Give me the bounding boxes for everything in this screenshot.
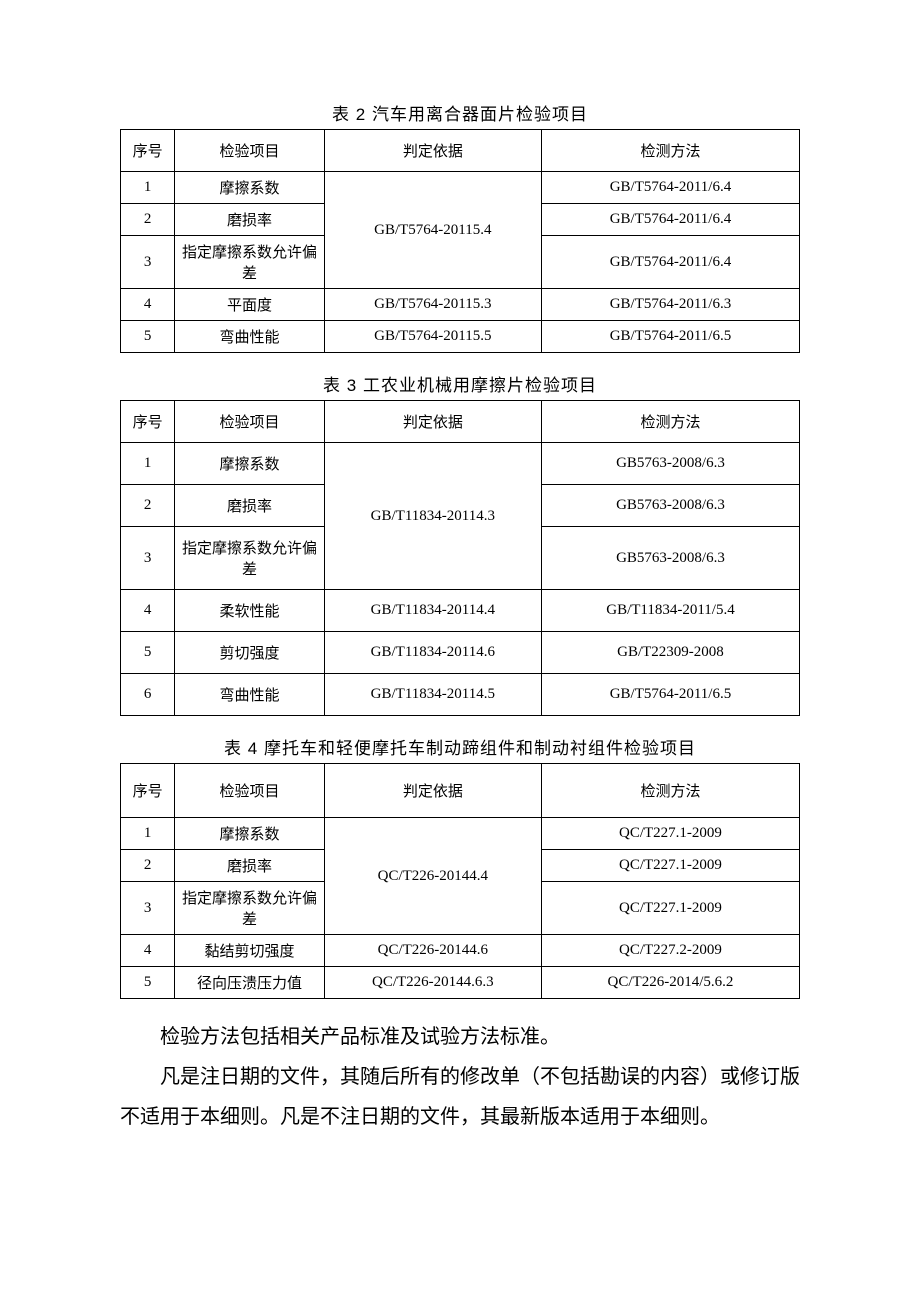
table3: 序号 检验项目 判定依据 检测方法 1 摩擦系数 GB/T11834-20114…: [120, 400, 800, 716]
cell-proj: 指定摩擦系数允许偏差: [175, 882, 324, 935]
cell-crit: GB/T11834-20114.4: [324, 590, 541, 632]
cell-idx: 4: [121, 590, 175, 632]
cell-method: QC/T227.2-2009: [541, 935, 799, 967]
cell-idx: 5: [121, 632, 175, 674]
cell-idx: 2: [121, 485, 175, 527]
cell-crit: QC/T226-20144.6: [324, 935, 541, 967]
table-row: 1 摩擦系数 QC/T226-20144.4 QC/T227.1-2009: [121, 818, 800, 850]
cell-method: GB/T5764-2011/6.3: [541, 289, 799, 321]
cell-idx: 4: [121, 289, 175, 321]
cell-proj: 磨损率: [175, 204, 324, 236]
cell-method: GB/T5764-2011/6.4: [541, 204, 799, 236]
cell-method: QC/T227.1-2009: [541, 850, 799, 882]
cell-idx: 5: [121, 967, 175, 999]
cell-proj: 弯曲性能: [175, 674, 324, 716]
cell-crit: QC/T226-20144.6.3: [324, 967, 541, 999]
cell-crit: GB/T5764-20115.3: [324, 289, 541, 321]
th-idx: 序号: [121, 764, 175, 818]
table4-block: 表 4 摩托车和轻便摩托车制动蹄组件和制动衬组件检验项目 序号 检验项目 判定依…: [120, 734, 800, 999]
table4: 序号 检验项目 判定依据 检测方法 1 摩擦系数 QC/T226-20144.4…: [120, 763, 800, 999]
cell-proj: 摩擦系数: [175, 172, 324, 204]
table2-header-row: 序号 检验项目 判定依据 检测方法: [121, 130, 800, 172]
th-method: 检测方法: [541, 764, 799, 818]
cell-idx: 4: [121, 935, 175, 967]
cell-method: GB5763-2008/6.3: [541, 527, 799, 590]
table-row: 6 弯曲性能 GB/T11834-20114.5 GB/T5764-2011/6…: [121, 674, 800, 716]
th-crit: 判定依据: [324, 764, 541, 818]
table-row: 5 弯曲性能 GB/T5764-20115.5 GB/T5764-2011/6.…: [121, 321, 800, 353]
cell-method: GB/T5764-2011/6.4: [541, 236, 799, 289]
table3-header-row: 序号 检验项目 判定依据 检测方法: [121, 401, 800, 443]
th-method: 检测方法: [541, 401, 799, 443]
cell-proj: 黏结剪切强度: [175, 935, 324, 967]
th-crit: 判定依据: [324, 401, 541, 443]
cell-idx: 1: [121, 172, 175, 204]
table-row: 1 摩擦系数 GB/T5764-20115.4 GB/T5764-2011/6.…: [121, 172, 800, 204]
th-proj: 检验项目: [175, 130, 324, 172]
cell-method: GB/T22309-2008: [541, 632, 799, 674]
cell-idx: 2: [121, 204, 175, 236]
cell-idx: 6: [121, 674, 175, 716]
cell-method: GB5763-2008/6.3: [541, 443, 799, 485]
table2-caption: 表 2 汽车用离合器面片检验项目: [120, 100, 800, 125]
cell-proj: 指定摩擦系数允许偏差: [175, 527, 324, 590]
cell-idx: 2: [121, 850, 175, 882]
cell-crit: GB/T5764-20115.5: [324, 321, 541, 353]
cell-method: QC/T226-2014/5.6.2: [541, 967, 799, 999]
cell-proj: 弯曲性能: [175, 321, 324, 353]
th-method: 检测方法: [541, 130, 799, 172]
cell-idx: 1: [121, 443, 175, 485]
table2-block: 表 2 汽车用离合器面片检验项目 序号 检验项目 判定依据 检测方法 1 摩擦系…: [120, 100, 800, 353]
table-row: 4 柔软性能 GB/T11834-20114.4 GB/T11834-2011/…: [121, 590, 800, 632]
cell-method: GB/T5764-2011/6.4: [541, 172, 799, 204]
th-proj: 检验项目: [175, 401, 324, 443]
cell-crit: GB/T11834-20114.6: [324, 632, 541, 674]
cell-proj: 柔软性能: [175, 590, 324, 632]
cell-proj: 剪切强度: [175, 632, 324, 674]
th-proj: 检验项目: [175, 764, 324, 818]
cell-proj: 磨损率: [175, 485, 324, 527]
th-idx: 序号: [121, 130, 175, 172]
th-crit: 判定依据: [324, 130, 541, 172]
cell-idx: 3: [121, 527, 175, 590]
cell-idx: 5: [121, 321, 175, 353]
table3-caption: 表 3 工农业机械用摩擦片检验项目: [120, 371, 800, 396]
table-row: 5 径向压溃压力值 QC/T226-20144.6.3 QC/T226-2014…: [121, 967, 800, 999]
table3-block: 表 3 工农业机械用摩擦片检验项目 序号 检验项目 判定依据 检测方法 1 摩擦…: [120, 371, 800, 716]
table-row: 4 平面度 GB/T5764-20115.3 GB/T5764-2011/6.3: [121, 289, 800, 321]
paragraph-2: 凡是注日期的文件，其随后所有的修改单（不包括勘误的内容）或修订版不适用于本细则。…: [120, 1057, 800, 1137]
cell-method: GB5763-2008/6.3: [541, 485, 799, 527]
th-idx: 序号: [121, 401, 175, 443]
paragraph-1: 检验方法包括相关产品标准及试验方法标准。: [120, 1017, 800, 1057]
cell-idx: 3: [121, 236, 175, 289]
cell-crit: GB/T11834-20114.5: [324, 674, 541, 716]
cell-idx: 3: [121, 882, 175, 935]
table-row: 1 摩擦系数 GB/T11834-20114.3 GB5763-2008/6.3: [121, 443, 800, 485]
cell-proj: 指定摩擦系数允许偏差: [175, 236, 324, 289]
cell-proj: 摩擦系数: [175, 818, 324, 850]
cell-crit-merged: QC/T226-20144.4: [324, 818, 541, 935]
cell-method: GB/T11834-2011/5.4: [541, 590, 799, 632]
table4-caption: 表 4 摩托车和轻便摩托车制动蹄组件和制动衬组件检验项目: [120, 734, 800, 759]
cell-method: QC/T227.1-2009: [541, 818, 799, 850]
table-row: 4 黏结剪切强度 QC/T226-20144.6 QC/T227.2-2009: [121, 935, 800, 967]
cell-proj: 平面度: [175, 289, 324, 321]
table4-header-row: 序号 检验项目 判定依据 检测方法: [121, 764, 800, 818]
table2: 序号 检验项目 判定依据 检测方法 1 摩擦系数 GB/T5764-20115.…: [120, 129, 800, 353]
table-row: 5 剪切强度 GB/T11834-20114.6 GB/T22309-2008: [121, 632, 800, 674]
cell-method: GB/T5764-2011/6.5: [541, 674, 799, 716]
cell-crit-merged: GB/T11834-20114.3: [324, 443, 541, 590]
cell-idx: 1: [121, 818, 175, 850]
cell-crit-merged: GB/T5764-20115.4: [324, 172, 541, 289]
cell-proj: 磨损率: [175, 850, 324, 882]
cell-proj: 摩擦系数: [175, 443, 324, 485]
cell-proj: 径向压溃压力值: [175, 967, 324, 999]
cell-method: GB/T5764-2011/6.5: [541, 321, 799, 353]
cell-method: QC/T227.1-2009: [541, 882, 799, 935]
